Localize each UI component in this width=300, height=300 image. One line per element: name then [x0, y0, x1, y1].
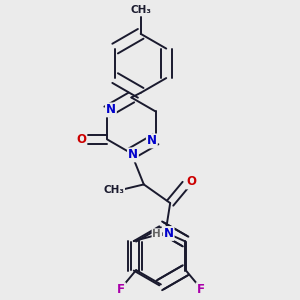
Text: N: N [164, 227, 174, 240]
Text: H: H [152, 229, 161, 239]
Text: N: N [147, 134, 157, 148]
Text: O: O [76, 133, 86, 146]
Text: F: F [117, 283, 125, 296]
Text: N: N [106, 103, 116, 116]
Text: N: N [128, 148, 138, 161]
Text: CH₃: CH₃ [130, 5, 151, 15]
Text: F: F [196, 283, 205, 296]
Text: CH₃: CH₃ [103, 185, 124, 195]
Text: O: O [186, 176, 196, 188]
